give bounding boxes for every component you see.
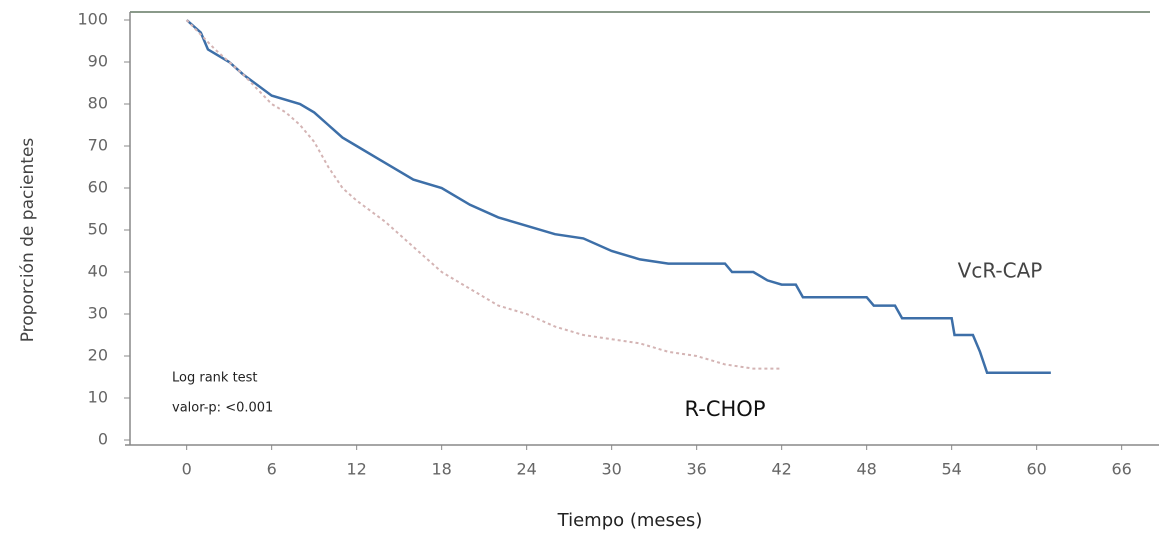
x-tick-label: 36 [686,460,706,479]
y-axis-label: Proporción de pacientes [18,138,38,343]
y-tick-label: 60 [88,178,108,197]
y-tick-label: 100 [77,10,108,29]
x-tick-label: 18 [431,460,451,479]
x-tick-label: 24 [516,460,536,479]
y-tick-label: 10 [88,388,108,407]
x-axis-label: Tiempo (meses) [557,510,703,531]
y-tick-label: 50 [88,220,108,239]
x-tick-label: 6 [267,460,277,479]
annotation: valor-p: <0.001 [172,401,273,416]
y-tick-label: 30 [88,304,108,323]
x-tick-label: 66 [1111,460,1131,479]
series-label: R-CHOP [685,397,766,421]
annotation: Log rank test [172,371,258,386]
y-tick-label: 40 [88,262,108,281]
series-label: VcR-CAP [958,259,1043,283]
y-tick-label: 90 [88,52,108,71]
x-tick-label: 0 [182,460,192,479]
x-tick-label: 54 [941,460,961,479]
y-tick-label: 70 [88,136,108,155]
x-tick-label: 42 [771,460,791,479]
y-tick-label: 20 [88,346,108,365]
x-tick-label: 12 [346,460,366,479]
km-curve [185,19,1051,375]
x-tick-label: 60 [1026,460,1046,479]
x-tick-label: 48 [856,460,876,479]
x-tick-label: 30 [601,460,621,479]
y-tick-label: 80 [88,94,108,113]
km-curve [185,19,782,370]
y-tick-label: 0 [98,430,108,449]
